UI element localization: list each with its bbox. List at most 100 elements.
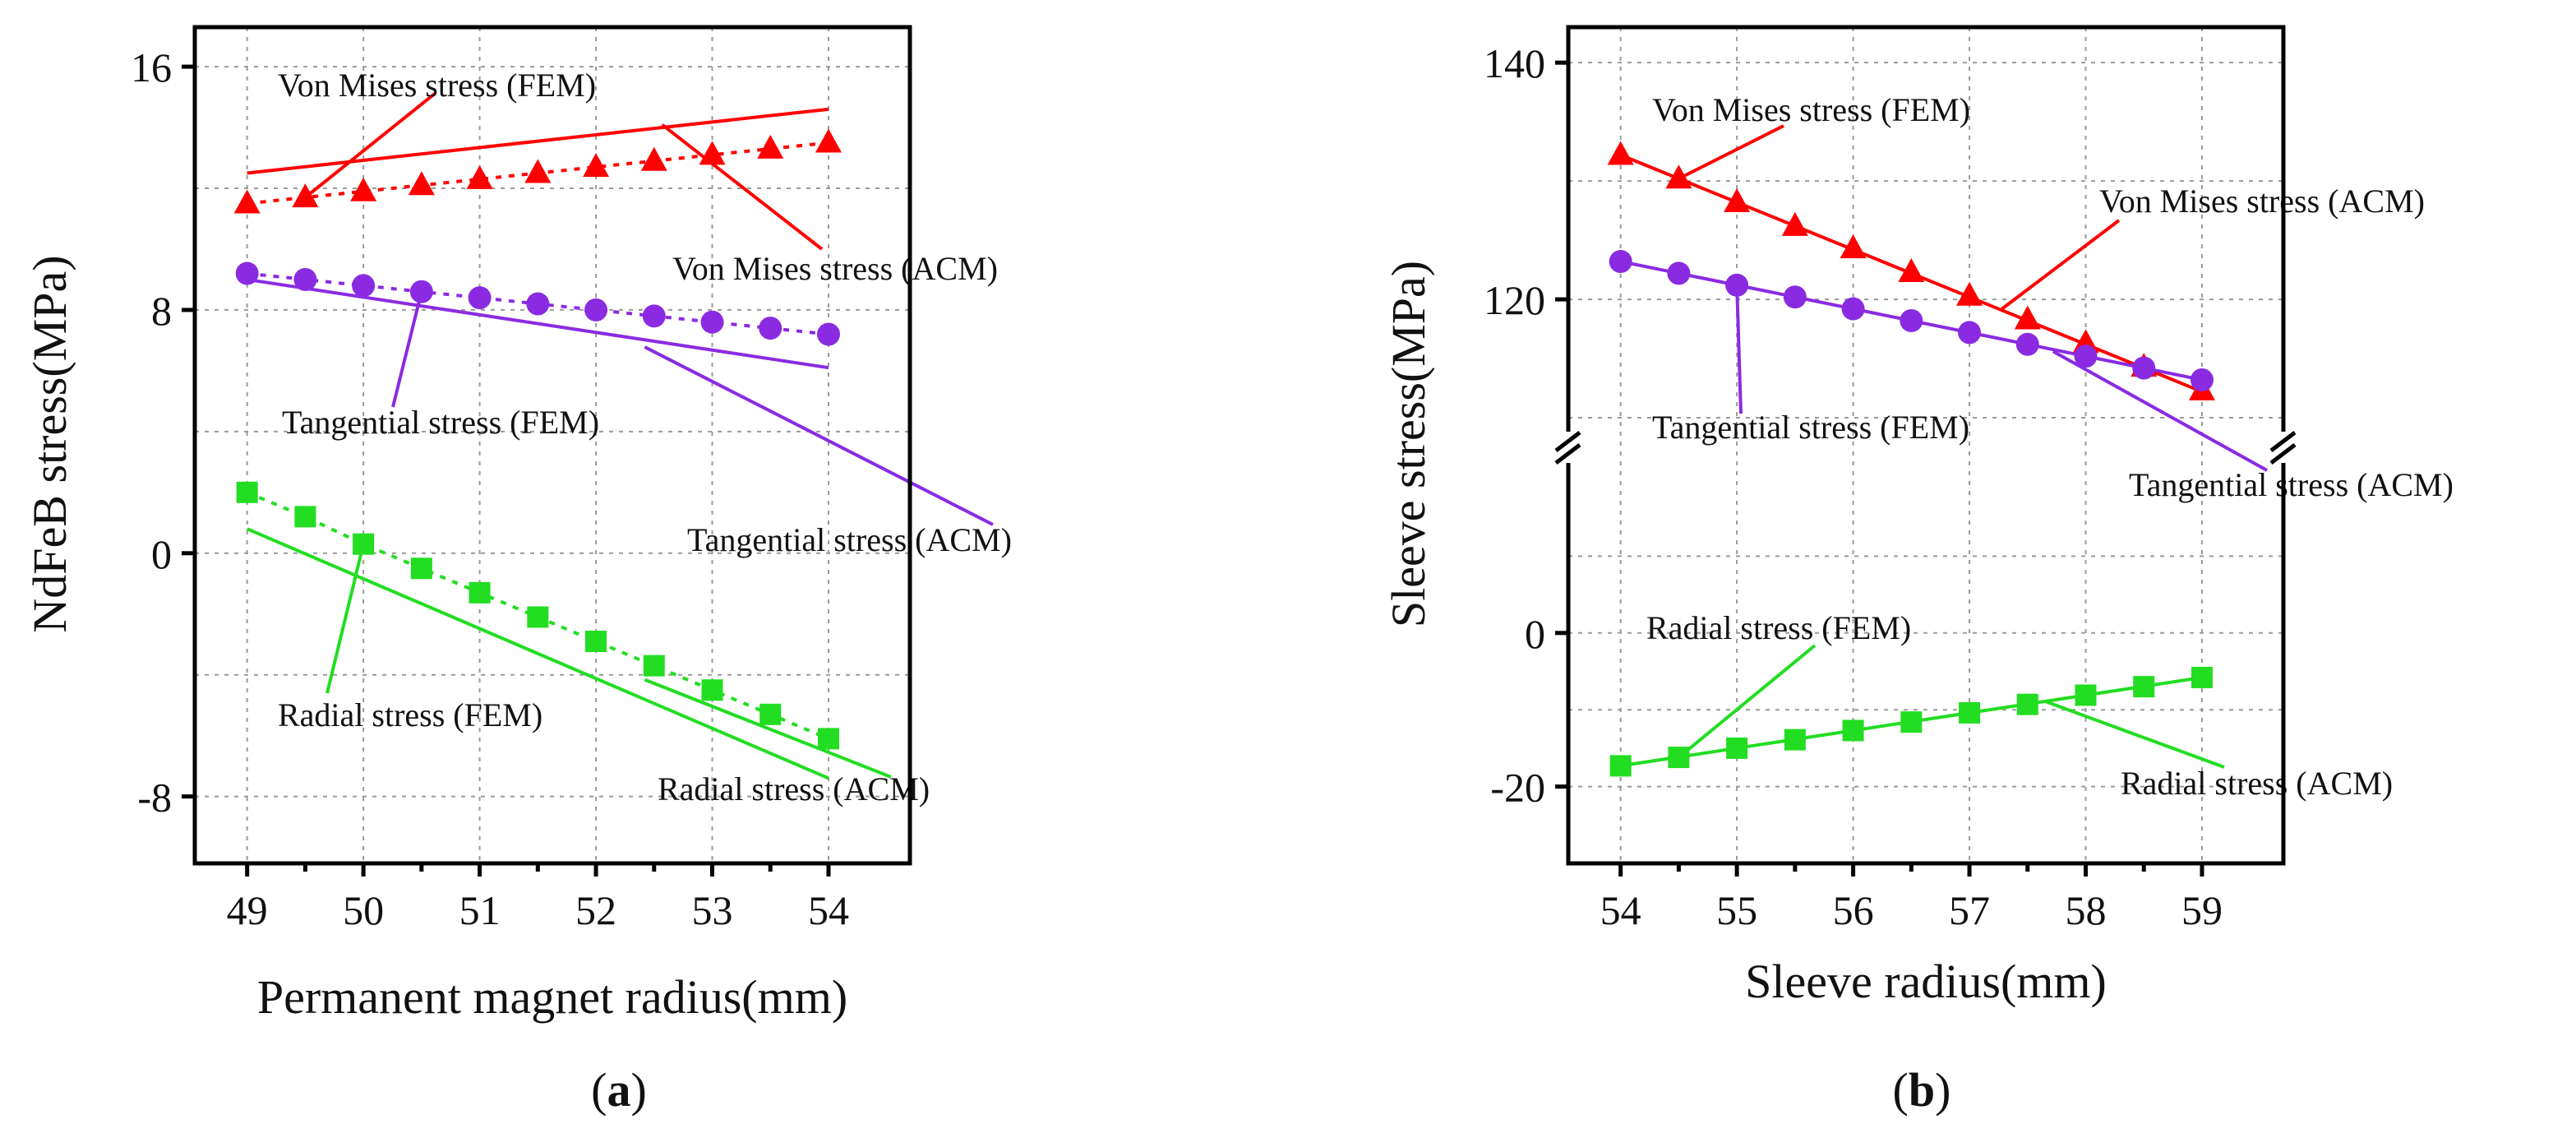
chart-a-von-mises-stress-fem-point xyxy=(408,171,435,196)
chart-b-x-tick-label: 57 xyxy=(1949,887,1990,933)
chart-a-radial-stress-fem-point xyxy=(585,631,607,653)
chart-a-gridlines xyxy=(195,27,910,863)
leader-line-a-radial-acm xyxy=(644,678,892,779)
chart-a-x-tick-label: 54 xyxy=(808,887,849,933)
chart-b-radial-stress-acm-line xyxy=(1620,675,2203,768)
chart-a-y-axis-title: NdFeB stress(MPa) xyxy=(23,255,76,632)
chart-a-von-mises-stress-fem-point xyxy=(815,128,842,153)
axis-break-mark-right xyxy=(2269,431,2297,465)
chart-a-radial-stress-fem-point xyxy=(759,703,782,725)
panel-label-b: (b) xyxy=(1893,1063,1951,1117)
annotation-b-tangential-acm: Tangential stress (ACM) xyxy=(2129,466,2454,503)
chart-a-von-mises-stress-acm-line xyxy=(247,107,829,175)
chart-a-plot-frame xyxy=(192,25,912,866)
chart-a-x-tick-label: 49 xyxy=(227,887,268,933)
chart-a-annotations: Von Mises stress (FEM) Von Mises stress … xyxy=(278,67,1012,807)
chart-b-y-axis-title: Sleeve stress(MPa) xyxy=(1382,261,1435,627)
chart-a-y-tick-label: 8 xyxy=(151,288,172,334)
panel-label-b-letter: b xyxy=(1909,1063,1935,1117)
chart-b-von-mises-stress-fem-point xyxy=(1607,141,1634,165)
panel-label-a: (a) xyxy=(591,1063,647,1117)
chart-b: Von Mises stress (FEM) Von Mises stress … xyxy=(1382,25,2454,1117)
chart-a-radial-stress-fem-point xyxy=(817,728,839,750)
chart-a-von-mises-stress-fem-point xyxy=(640,146,667,171)
annotation-a-von-mises-fem: Von Mises stress (FEM) xyxy=(278,67,596,104)
chart-a-radial-stress-fem-point xyxy=(410,557,432,580)
chart-a-tangential-stress-fem-point xyxy=(352,274,376,298)
chart-a-tangential-stress-fem-point xyxy=(816,322,840,346)
chart-a-y-tick-label: 16 xyxy=(131,44,172,90)
leader-line-a-tangential-acm xyxy=(644,345,994,526)
chart-a-radial-stress-fem-point xyxy=(236,481,258,503)
annotation-b-von-mises-acm: Von Mises stress (ACM) xyxy=(2099,183,2425,220)
chart-b-x-axis-title: Sleeve radius(mm) xyxy=(1745,955,2107,1008)
chart-b-y-tick-label: 0 xyxy=(1525,611,1545,657)
chart-b-x-tick-label: 55 xyxy=(1716,887,1757,933)
chart-a-tangential-stress-fem-point xyxy=(526,292,550,316)
axis-break-mark-left xyxy=(1554,431,1581,465)
chart-b-y-tick-label: 140 xyxy=(1484,40,1545,86)
chart-b-y-tick-label: -20 xyxy=(1490,765,1545,811)
leader-line-b-tangential-acm xyxy=(2052,349,2268,472)
chart-a-von-mises-stress-fem-point xyxy=(583,153,610,178)
chart-a-radial-stress-fem-point xyxy=(643,655,665,677)
chart-a-x-tick-label: 50 xyxy=(343,887,384,933)
annotation-a-tangential-fem: Tangential stress (FEM) xyxy=(282,404,599,441)
chart-a-radial-stress-fem-point xyxy=(294,506,316,528)
chart-a-radial-stress-fem-point xyxy=(701,679,723,701)
annotation-b-radial-acm: Radial stress (ACM) xyxy=(2121,765,2393,802)
chart-a-x-tick-label: 51 xyxy=(459,887,501,933)
chart-a-von-mises-stress-fem-point xyxy=(466,164,493,189)
annotation-a-radial-acm: Radial stress (ACM) xyxy=(658,770,930,807)
chart-a-axis-ticks: 49 50 51 52 53 54 -8 0 8 16 xyxy=(131,44,849,933)
leader-line-b-tangential-fem xyxy=(1735,284,1743,414)
chart-b-annotations: Von Mises stress (FEM) Von Mises stress … xyxy=(1646,91,2454,802)
chart-a: Von Mises stress (FEM) Von Mises stress … xyxy=(23,25,1012,1117)
chart-a-tangential-stress-fem-point xyxy=(759,317,782,340)
chart-b-x-tick-label: 59 xyxy=(2181,887,2223,933)
annotation-a-radial-fem: Radial stress (FEM) xyxy=(278,696,542,733)
chart-a-x-axis-title: Permanent magnet radius(mm) xyxy=(257,970,847,1024)
chart-a-von-mises-stress-fem-point xyxy=(350,177,377,201)
chart-a-y-tick-label: 0 xyxy=(151,531,172,577)
chart-a-series xyxy=(233,107,842,780)
leader-line-a-von-mises-acm xyxy=(661,123,824,251)
annotation-b-von-mises-fem: Von Mises stress (FEM) xyxy=(1652,91,1970,128)
chart-b-x-tick-label: 54 xyxy=(1600,887,1641,933)
panel-label-a-letter: a xyxy=(607,1063,631,1117)
chart-a-tangential-stress-fem-point xyxy=(700,310,724,334)
chart-a-tangential-stress-fem-point xyxy=(642,304,666,328)
chart-a-von-mises-stress-fem-point xyxy=(757,134,784,159)
chart-a-radial-stress-fem-point xyxy=(527,606,549,628)
leader-line-b-radial-acm xyxy=(2044,700,2225,769)
chart-a-tangential-stress-fem-point xyxy=(468,286,492,310)
chart-b-x-tick-label: 56 xyxy=(1833,887,1874,933)
chart-a-x-tick-label: 53 xyxy=(692,887,733,933)
annotation-b-radial-fem: Radial stress (FEM) xyxy=(1646,609,1911,646)
chart-a-tangential-stress-fem-point xyxy=(584,298,608,322)
leader-line-b-radial-fem xyxy=(1678,644,1817,759)
leader-line-b-von-mises-acm xyxy=(2001,219,2121,311)
chart-a-tangential-stress-acm-line xyxy=(247,277,829,370)
chart-a-radial-stress-acm-line xyxy=(246,527,829,780)
chart-b-axis-ticks: 54 55 56 57 58 59 -20 0 120 140 xyxy=(1484,40,2223,933)
leader-line-a-radial-fem xyxy=(325,544,366,694)
annotation-b-tangential-fem: Tangential stress (FEM) xyxy=(1652,409,1969,446)
leader-line-a-von-mises-fem xyxy=(304,91,437,199)
chart-b-series xyxy=(1607,141,2215,777)
chart-a-von-mises-stress-fem-point xyxy=(233,189,261,214)
chart-a-x-tick-label: 52 xyxy=(575,887,616,933)
chart-a-radial-stress-fem-point xyxy=(469,581,491,604)
leader-line-a-tangential-fem xyxy=(391,291,423,408)
annotation-a-tangential-acm: Tangential stress (ACM) xyxy=(687,521,1012,558)
chart-b-tangential-stress-acm-line xyxy=(1620,260,2203,382)
annotation-a-von-mises-acm: Von Mises stress (ACM) xyxy=(672,250,998,287)
chart-a-tangential-stress-fem-point xyxy=(293,267,317,291)
chart-a-y-tick-label: -8 xyxy=(137,775,172,821)
chart-b-von-mises-stress-acm-line xyxy=(1619,153,2203,394)
chart-b-y-tick-label: 120 xyxy=(1484,277,1545,323)
chart-b-x-tick-label: 58 xyxy=(2066,887,2107,933)
leader-line-b-von-mises-fem xyxy=(1678,124,1784,181)
chart-a-von-mises-stress-fem-point xyxy=(524,159,552,183)
